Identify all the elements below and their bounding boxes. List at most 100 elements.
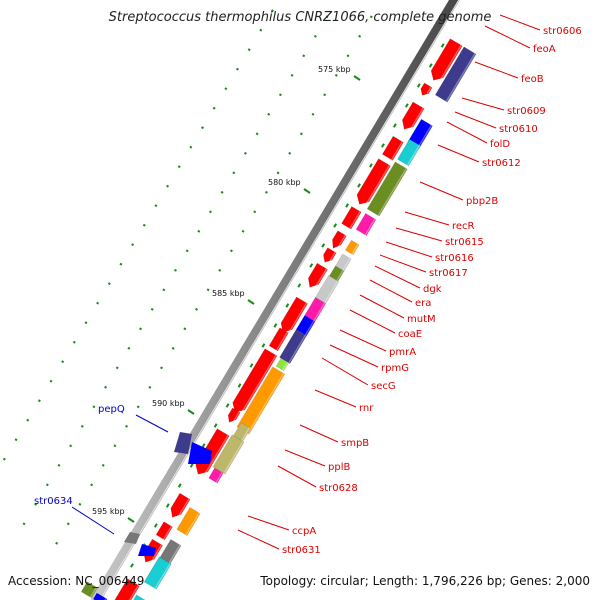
tick-mark	[278, 93, 282, 97]
gene-feature	[212, 434, 245, 475]
label-leader-line	[484, 25, 531, 49]
tick-mark	[113, 444, 117, 448]
gene-label: str0631	[282, 545, 321, 556]
kbp-tick-label: 575 kbp	[318, 65, 351, 74]
gene-feature	[275, 357, 290, 372]
gene-feature	[80, 581, 98, 599]
gene-feature-highlight	[439, 44, 462, 81]
gene-feature-highlight	[349, 211, 361, 229]
tick-mark	[101, 463, 105, 467]
gene-feature	[208, 467, 224, 484]
genes-label: Genes:	[509, 574, 552, 588]
gene-feature-highlight	[233, 411, 240, 421]
tick-mark	[345, 203, 349, 208]
gene-label: str0634	[34, 496, 73, 507]
map-title: Streptococcus thermophilus CNRZ1066, com…	[108, 10, 492, 25]
gene-feature	[381, 135, 404, 161]
tick-mark	[166, 184, 170, 188]
gene-feature-highlight	[204, 434, 229, 475]
tick-mark	[189, 145, 193, 149]
gene-feature	[332, 230, 347, 249]
label-leader-line	[359, 294, 405, 319]
label-leader-line	[321, 357, 369, 386]
tick-mark	[416, 83, 421, 88]
gene-label: pepQ	[98, 404, 125, 415]
tick-mark	[369, 15, 373, 19]
gene-feature-highlight	[410, 107, 424, 129]
tick-mark	[136, 405, 140, 409]
gene-feature-highlight	[315, 268, 328, 287]
gene-feature-highlight	[351, 243, 359, 255]
label-leader-line	[374, 265, 421, 289]
gene-label: str0610	[499, 124, 538, 135]
tick-mark	[119, 262, 123, 266]
tick-mark	[171, 346, 175, 350]
gene-label: recR	[452, 221, 475, 232]
tick-mark	[236, 67, 239, 71]
gene-feature	[434, 46, 477, 103]
gene-feature-highlight	[167, 544, 181, 566]
length-label: Length:	[372, 574, 419, 588]
tick-mark	[115, 366, 119, 370]
gene-feature-highlight	[329, 251, 336, 262]
tick-mark	[334, 73, 338, 77]
gene-feature-highlight	[276, 331, 288, 351]
gene-feature-highlight	[342, 258, 351, 271]
tick-mark	[177, 483, 182, 488]
tick-mark	[130, 563, 134, 568]
gene-feature-highlight	[151, 544, 163, 562]
tick-mark	[84, 321, 88, 325]
gene-feature-highlight	[417, 124, 433, 148]
tick-mark	[195, 307, 198, 311]
tick-mark	[255, 132, 259, 136]
tick-mark	[232, 171, 236, 175]
gene-feature-highlight	[406, 144, 421, 166]
tick-mark	[154, 204, 158, 208]
genes-value: 2,000	[555, 574, 590, 588]
gene-feature	[279, 328, 308, 365]
tick-mark	[229, 249, 233, 253]
gene-feature-highlight	[288, 302, 308, 332]
gene-feature-highlight	[223, 441, 244, 474]
tick-mark	[259, 28, 263, 32]
tick-mark	[404, 103, 409, 108]
accession-value: NC_006449	[75, 574, 145, 588]
gene-feature	[344, 239, 360, 256]
tick-mark	[325, 15, 329, 19]
topology-label: Topology:	[260, 574, 317, 588]
tick-mark	[201, 443, 206, 448]
gene-feature-small	[174, 432, 192, 454]
label-connectors	[71, 14, 541, 550]
gene-feature	[307, 262, 328, 288]
tick-mark	[148, 385, 152, 389]
kbp-scale: 575 kbp 580 kbp 585 kbp 590 kbp 595 kbp	[92, 65, 361, 523]
gene-label: era	[415, 298, 431, 309]
label-leader-line	[385, 241, 433, 258]
tick-mark	[96, 301, 100, 305]
gene-label: str0606	[543, 26, 582, 37]
gene-feature	[420, 82, 433, 96]
label-leader-line	[474, 61, 519, 79]
tick-mark	[213, 423, 218, 428]
gene-feature	[92, 592, 108, 600]
gene-feature	[397, 138, 422, 167]
tick-mark	[104, 385, 108, 389]
tick-mark	[26, 418, 30, 422]
tick-mark	[243, 151, 247, 155]
tick-mark	[369, 163, 373, 168]
genome-backbone	[90, 0, 460, 600]
gene-feature	[401, 101, 425, 130]
gene-label: str0617	[429, 268, 468, 279]
tick-mark	[209, 210, 212, 214]
tick-mark	[37, 399, 41, 403]
tick-mark	[90, 483, 94, 487]
gene-feature	[280, 296, 309, 333]
gene-feature	[236, 366, 286, 435]
gene-feature-highlight	[89, 586, 98, 598]
gene-label: rnr	[359, 403, 374, 414]
gene-feature	[323, 247, 337, 263]
tick-marks	[2, 9, 445, 568]
gene-feature-highlight	[304, 320, 315, 336]
gene-label: coaE	[398, 329, 422, 340]
label-leader-line	[404, 211, 450, 226]
